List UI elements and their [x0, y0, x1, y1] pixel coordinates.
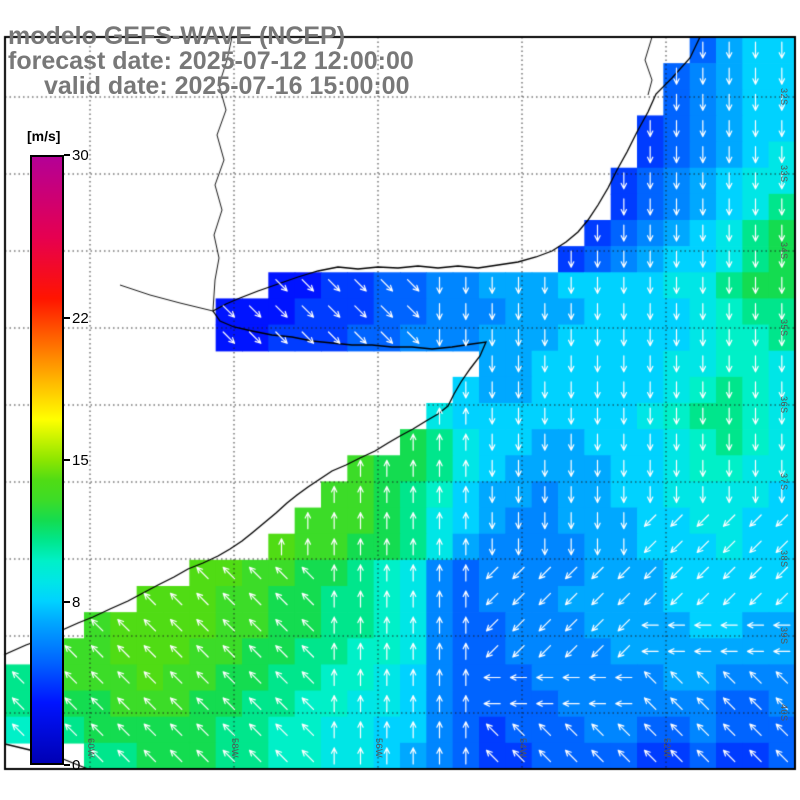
longitude-label: 52W [662, 738, 672, 759]
colorbar-tick-mark [64, 764, 70, 766]
colorbar-tick-label: 15 [72, 452, 89, 469]
colorbar-tick-mark [64, 316, 70, 319]
colorbar-tick-label: 22 [72, 309, 89, 327]
longitude-label: 58W [230, 738, 240, 759]
colorbar-tick-label: 8 [72, 594, 81, 612]
latitude-label: 38S [779, 550, 789, 568]
latitude-label: 32S [779, 88, 789, 106]
colorbar-gradient [30, 155, 64, 765]
latitude-label: 40S [779, 704, 789, 722]
longitude-label: 56W [374, 738, 384, 759]
colorbar-tick-mark [64, 459, 70, 461]
forecast-date-line: forecast date: 2025-07-12 12:00:00 [8, 47, 414, 75]
colorbar-tick-label: 30 [72, 147, 89, 164]
latitude-label: 37S [779, 473, 789, 491]
colorbar-tick-mark [64, 601, 70, 604]
longitude-label: 54W [518, 738, 528, 759]
latitude-label: 35S [779, 319, 789, 337]
map-header: modelo GEFS-WAVE (NCEP) forecast date: 2… [8, 24, 414, 99]
colorbar-unit-label: [m/s] [27, 128, 61, 144]
longitude-label: 60W [86, 738, 96, 759]
colorbar-tick-mark [64, 154, 70, 156]
valid-date-line: valid date: 2025-07-16 15:00:00 [44, 72, 410, 100]
colorbar-tick-label: 0 [72, 757, 81, 774]
latitude-label: 33S [779, 165, 789, 183]
latitude-label: 39S [779, 627, 789, 645]
model-title: modelo GEFS-WAVE (NCEP) [8, 22, 346, 50]
latitude-label: 34S [779, 242, 789, 260]
latitude-label: 36S [779, 396, 789, 414]
